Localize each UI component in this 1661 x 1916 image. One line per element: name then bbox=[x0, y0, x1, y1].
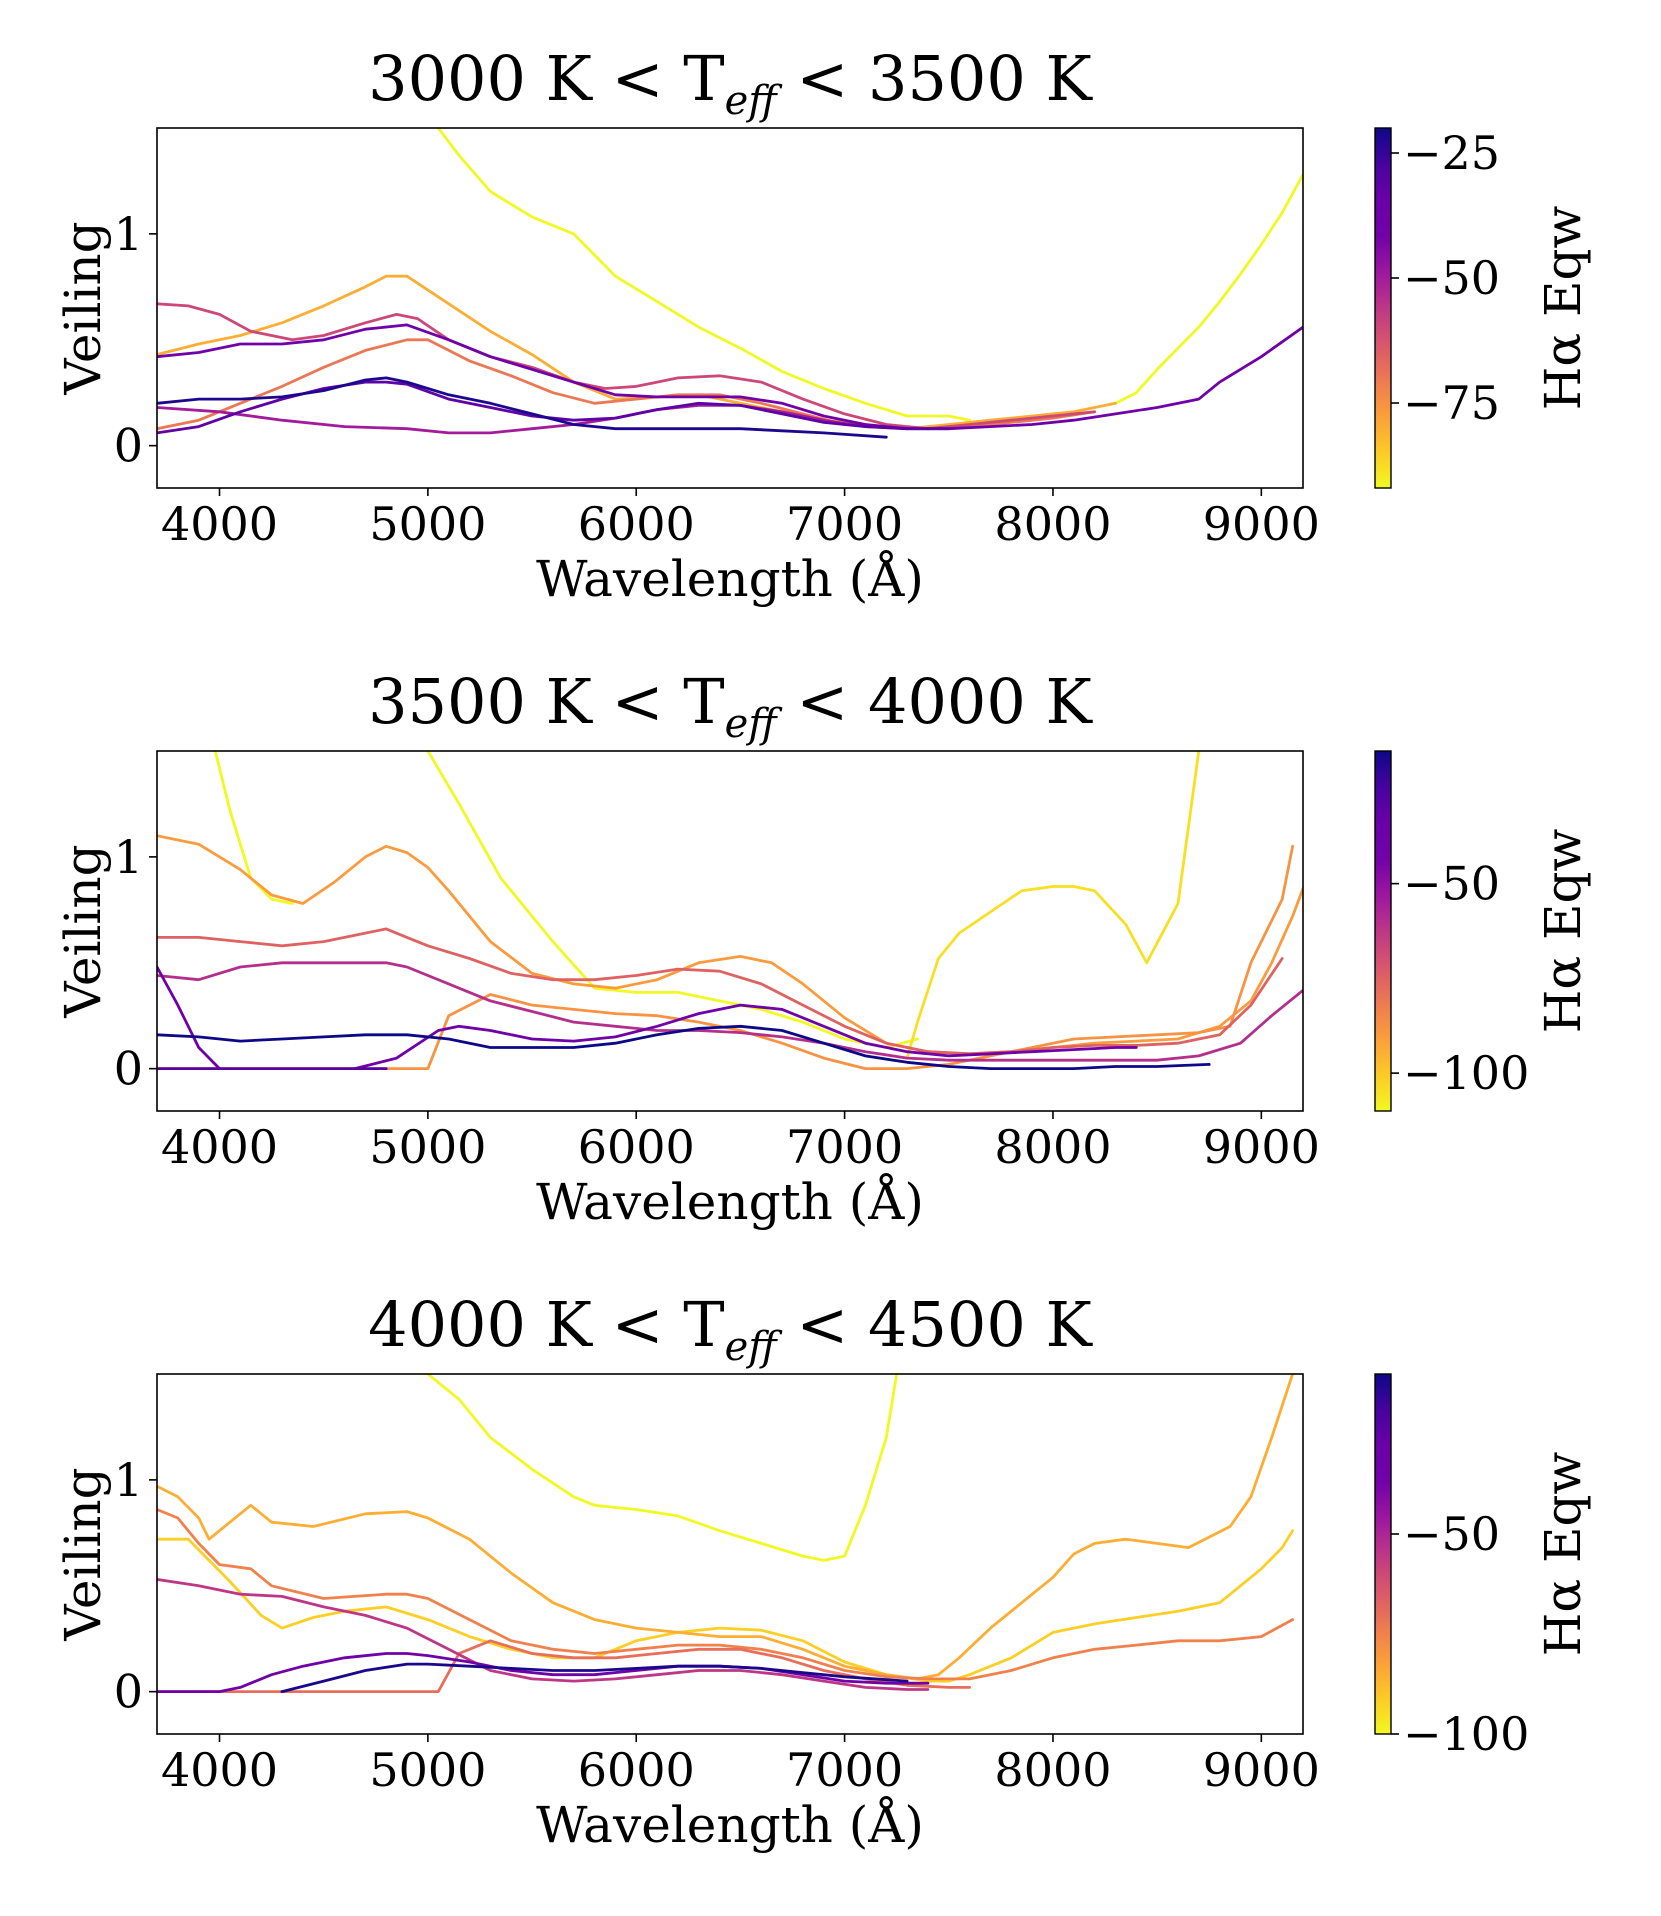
x-tick-label: 6000 bbox=[578, 1743, 695, 1797]
colorbar-tick-label: −50 bbox=[1403, 251, 1500, 305]
series-line-1 bbox=[436, 128, 971, 422]
plot-frame bbox=[156, 127, 1304, 489]
title-left: 3000 K < T bbox=[368, 42, 725, 115]
panel-2: 3500 K < Teff < 4000 K 4000 5000 6000 7000 80… bbox=[54, 665, 1592, 1231]
x-tick-label: 7000 bbox=[786, 1743, 903, 1797]
x-axis-label: Wavelength (Å) bbox=[536, 1795, 924, 1854]
series-line-11 bbox=[157, 1024, 1211, 1070]
x-tick-label: 7000 bbox=[786, 497, 903, 551]
title-subscript: eff bbox=[725, 78, 784, 124]
series-line-2 bbox=[426, 751, 919, 1049]
panel-title: 3500 K < Teff < 4000 K bbox=[368, 665, 1093, 747]
x-tick-label: 5000 bbox=[369, 1743, 486, 1797]
y-tick-label: 1 bbox=[114, 1453, 143, 1507]
series-line-5 bbox=[157, 302, 1096, 431]
panel-title: 3000 K < Teff < 3500 K bbox=[368, 42, 1093, 124]
series-line-9 bbox=[353, 1003, 1138, 1070]
series-line-1 bbox=[426, 1374, 899, 1562]
panel-3: 4000 K < Teff < 4500 K 4000 5000 6000 7000 80… bbox=[54, 1288, 1592, 1854]
y-axis-label: Veiling bbox=[54, 221, 112, 395]
y-tick-label: 1 bbox=[114, 830, 143, 884]
title-subscript: eff bbox=[725, 701, 784, 747]
x-axis-label: Wavelength (Å) bbox=[536, 549, 924, 608]
colorbar-label: Hα Eqw bbox=[1534, 1452, 1592, 1657]
title-right: < 3500 K bbox=[777, 42, 1094, 115]
colorbar-tick-label: −25 bbox=[1403, 126, 1500, 180]
colorbar-label: Hα Eqw bbox=[1534, 206, 1592, 411]
x-tick-label: 4000 bbox=[161, 1120, 278, 1174]
x-tick-label: 6000 bbox=[578, 1120, 695, 1174]
colorbar-tick-label: −50 bbox=[1403, 1507, 1500, 1561]
colorbar bbox=[1374, 750, 1392, 1112]
series-line-3 bbox=[157, 274, 1117, 431]
x-tick-label: 8000 bbox=[994, 1120, 1111, 1174]
panel-1: 3000 K < Teff < 3500 K 4000 5000 6000 7000 80… bbox=[54, 42, 1592, 608]
colorbar-label: Hα Eqw bbox=[1534, 829, 1592, 1034]
series-line-6 bbox=[157, 1578, 930, 1691]
y-axis-label: Veiling bbox=[54, 844, 112, 1018]
x-tick-label: 9000 bbox=[1203, 497, 1320, 551]
colorbar-tick-label: −50 bbox=[1403, 857, 1500, 911]
series-line-6 bbox=[157, 927, 1284, 1056]
colorbar bbox=[1374, 127, 1392, 489]
x-tick-label: 6000 bbox=[578, 497, 695, 551]
x-tick-label: 8000 bbox=[994, 1743, 1111, 1797]
series-line-4 bbox=[157, 1508, 1294, 1681]
series-line-8 bbox=[157, 965, 221, 1070]
series-line-8 bbox=[280, 1662, 909, 1693]
x-tick-label: 5000 bbox=[369, 497, 486, 551]
series-line-4 bbox=[157, 834, 1303, 1056]
x-tick-label: 9000 bbox=[1203, 1743, 1320, 1797]
y-tick-label: 0 bbox=[114, 419, 143, 473]
series-group bbox=[157, 1374, 1294, 1693]
colorbar-tick-label: −100 bbox=[1403, 1707, 1529, 1761]
series-group bbox=[157, 128, 1303, 439]
y-tick-label: 1 bbox=[114, 207, 143, 261]
y-tick-label: 0 bbox=[114, 1042, 143, 1096]
series-line-6 bbox=[157, 403, 909, 435]
title-right: < 4500 K bbox=[777, 1288, 1094, 1361]
series-line-7 bbox=[157, 961, 1303, 1062]
x-tick-label: 4000 bbox=[161, 1743, 278, 1797]
series-line-7 bbox=[157, 323, 1303, 431]
series-group bbox=[157, 751, 1303, 1070]
title-right: < 4000 K bbox=[777, 665, 1094, 738]
x-tick-label: 4000 bbox=[161, 497, 278, 551]
plot-frame bbox=[156, 1373, 1304, 1735]
series-line-5 bbox=[157, 844, 1294, 1070]
x-tick-label: 7000 bbox=[786, 1120, 903, 1174]
x-tick-label: 8000 bbox=[994, 497, 1111, 551]
title-subscript: eff bbox=[725, 1324, 784, 1370]
y-tick-label: 0 bbox=[114, 1665, 143, 1719]
colorbar-tick-label: −100 bbox=[1403, 1046, 1529, 1100]
series-line-2 bbox=[1114, 173, 1303, 405]
colorbar-tick-label: −75 bbox=[1403, 376, 1500, 430]
title-left: 3500 K < T bbox=[368, 665, 725, 738]
series-line-3 bbox=[905, 751, 1201, 1060]
panel-title: 4000 K < Teff < 4500 K bbox=[368, 1288, 1093, 1370]
series-line-3 bbox=[157, 1374, 1294, 1681]
x-axis-label: Wavelength (Å) bbox=[536, 1172, 924, 1231]
x-tick-label: 9000 bbox=[1203, 1120, 1320, 1174]
y-axis-label: Veiling bbox=[54, 1467, 112, 1641]
colorbar bbox=[1374, 1373, 1392, 1735]
title-left: 4000 K < T bbox=[368, 1288, 725, 1361]
x-tick-label: 5000 bbox=[369, 1120, 486, 1174]
series-line-9 bbox=[157, 376, 888, 439]
series-line-2 bbox=[157, 1529, 1294, 1683]
plot-frame bbox=[156, 750, 1304, 1112]
